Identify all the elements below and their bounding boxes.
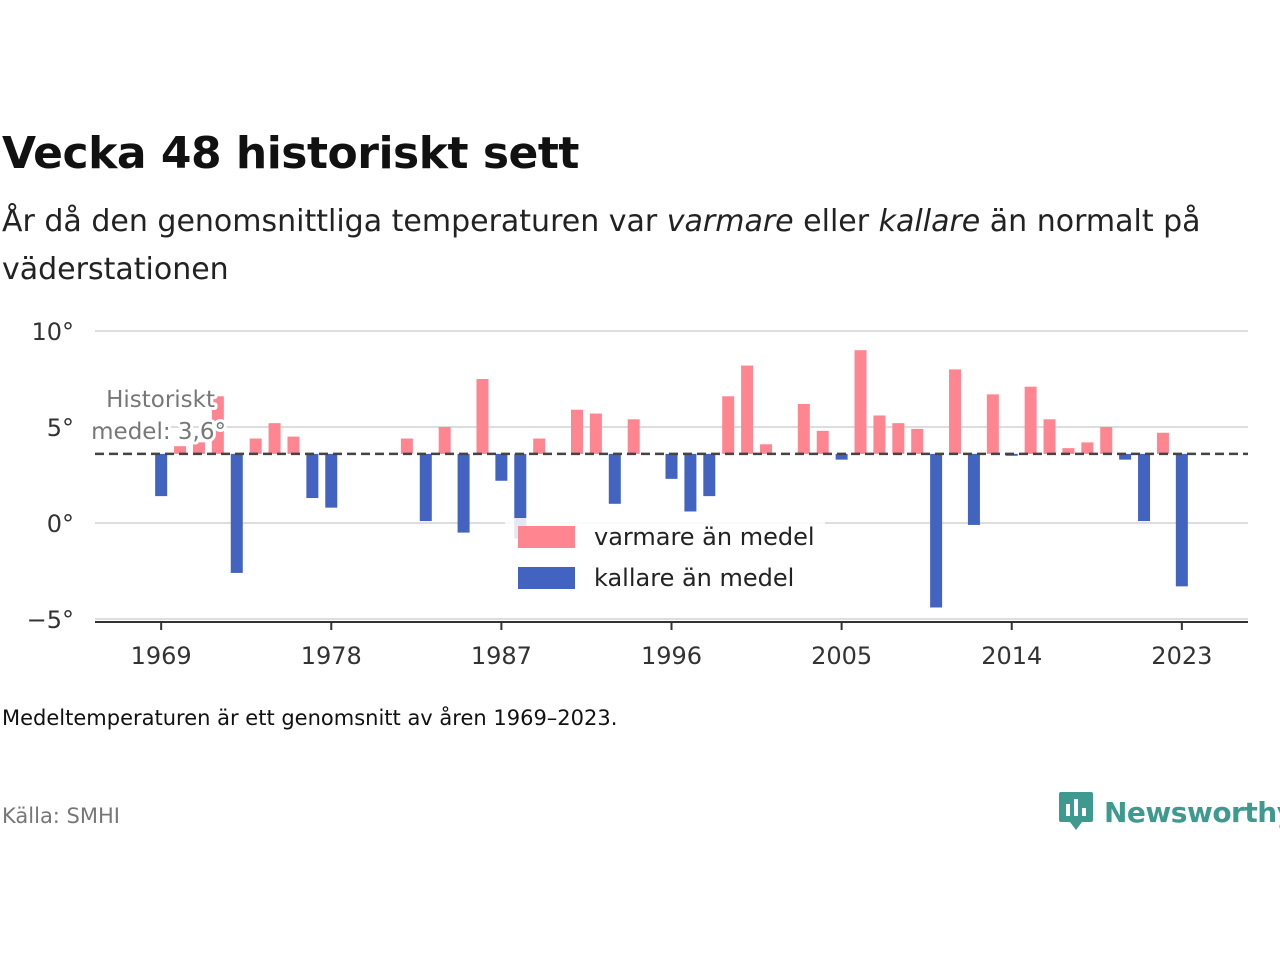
bar-warm [816,430,829,454]
legend-cold-label: kallare än medel [594,564,794,592]
logo-text: Newsworthy [1104,795,1280,829]
bar-cold [230,453,243,573]
bar-warm [1043,419,1056,454]
subtitle-warm-word: varmare [666,204,794,239]
bar-warm [249,438,262,454]
bar-cold [1138,453,1151,522]
bar-cold [835,453,848,460]
legend-warm-label: varmare än medel [594,523,815,551]
bar-warm [287,436,300,454]
subtitle-part-3: än normalt på väderstationen [2,204,1201,287]
y-tick-label: 0° [47,510,74,538]
legend: varmare än medel kallare än medel [505,518,825,600]
bar-warm [949,369,962,454]
bar-warm [1156,432,1169,454]
bar-warm [911,428,924,454]
reference-label-line-2: medel: 3,6° [91,419,226,445]
bar-cold [703,453,716,497]
bar-warm [438,427,451,454]
bar-cold [684,453,697,512]
bar-warm [1081,442,1094,454]
chart-subtitle: År då den genomsnittliga temperaturen va… [2,198,1252,294]
bar-cold [419,453,432,522]
x-tick-label: 1978 [301,642,362,670]
x-axis-ticks: 1969 1978 1987 1996 2005 2014 2023 [131,622,1212,670]
newsworthy-logo: Newsworthy [1058,790,1280,834]
bar-warm [268,423,281,454]
subtitle-part-1: År då den genomsnittliga temperaturen va… [2,204,667,239]
bar-warm [627,419,640,454]
bar-cold [665,453,678,479]
x-tick-label: 2014 [981,642,1042,670]
chart-title: Vecka 48 historiskt sett [2,128,579,179]
bar-warm [873,415,886,454]
bar-cold [457,453,470,533]
x-tick-label: 1987 [471,642,532,670]
bar-cold [967,453,980,525]
x-tick-label: 2005 [811,642,872,670]
bar-warm [192,442,205,454]
bar-cold [1119,453,1132,460]
bar-warm [986,394,999,454]
bar-chart: −5°0°5°10° Historiskt medel: 3,6° 1969 19… [27,318,1248,670]
subtitle-cold-word: kallare [878,204,981,239]
bar-cold [608,453,621,504]
bar-cold [930,453,943,608]
bar-cold [155,453,168,497]
y-tick-label: 10° [31,318,74,346]
bar-warm [533,438,546,454]
bar-cold [1175,453,1188,587]
bar-warm [211,396,224,454]
bar-warm [1062,448,1075,454]
x-tick-label: 2023 [1151,642,1212,670]
bar-cold [514,453,527,539]
footnote: Medeltemperaturen är ett genomsnitt av å… [2,706,618,730]
bar-warm [1100,427,1113,454]
bar-warm [722,396,735,454]
bar-cold [306,453,319,499]
bar-warm [570,409,583,454]
bars [155,350,1188,608]
bar-warm [760,444,773,454]
reference-label-line-1: Historiskt [106,387,215,413]
y-tick-label: −5° [27,606,74,634]
bar-warm [797,403,810,454]
legend-cold-swatch [518,567,575,589]
newsworthy-logo-icon [1059,792,1093,830]
grid-lines [95,330,1248,620]
source-credit: Källa: SMHI [2,804,120,828]
bar-warm [741,365,754,454]
bar-cold [325,453,338,508]
bar-warm [174,446,187,454]
legend-warm-swatch [518,526,575,548]
y-tick-label: 5° [47,414,74,442]
bar-warm [476,379,489,454]
bar-warm [589,413,602,454]
bar-warm [1024,386,1037,454]
bar-cold [495,453,508,481]
bar-warm [400,438,413,454]
bar-warm [892,423,905,454]
x-tick-label: 1969 [131,642,192,670]
reference-label: Historiskt medel: 3,6° [88,384,229,448]
bar-warm [854,350,867,454]
subtitle-part-2: eller [793,204,879,239]
x-tick-label: 1996 [641,642,702,670]
y-axis-ticks: −5° 0° 5° 10° [27,318,74,634]
